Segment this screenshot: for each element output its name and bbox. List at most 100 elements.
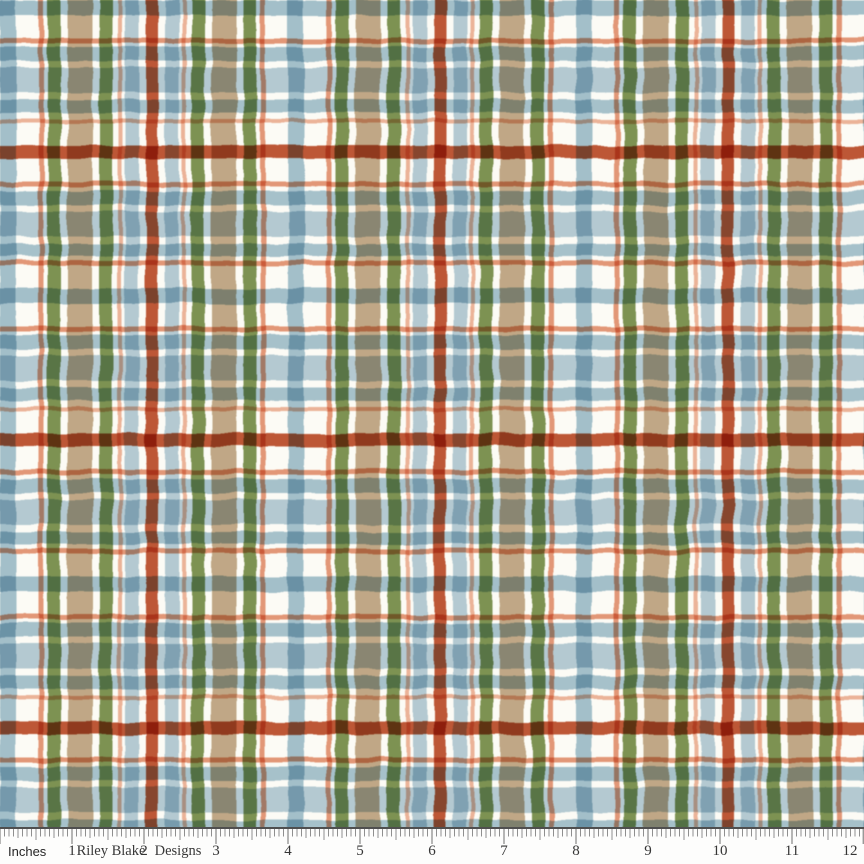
sub-tick [62, 829, 64, 837]
warp-red-stripe [434, 0, 446, 827]
sub-tick [58, 829, 59, 837]
warp-tan-band [211, 0, 237, 827]
weft-wide-blue-band [0, 211, 864, 237]
sub-tick [233, 829, 235, 838]
weft-wide-blue-band [0, 787, 864, 813]
sub-tick [854, 829, 856, 837]
sub-tick [67, 829, 68, 837]
warp-green-stripe [191, 0, 205, 827]
sub-tick [49, 829, 50, 837]
ruler-number-6: 6 [428, 843, 436, 859]
sub-tick [548, 829, 550, 837]
sub-tick [116, 829, 118, 837]
ruler-number-2: 2 [140, 843, 148, 859]
sub-tick [539, 829, 541, 840]
sub-tick [341, 829, 343, 838]
sub-tick [841, 829, 842, 837]
sub-tick [742, 829, 743, 837]
sub-tick [112, 829, 113, 837]
sub-tick [418, 829, 419, 837]
sub-tick [836, 829, 838, 837]
sub-tick [197, 829, 199, 838]
sub-tick [157, 829, 158, 837]
sub-tick [809, 829, 811, 838]
warp-tan-band [787, 0, 813, 827]
sub-tick [814, 829, 815, 837]
warp-green-stripe [819, 0, 833, 827]
printed-inch-ruler: Inches Riley Blake Designs 1 2 3 4 5 6 7 8 9 10 11… [0, 827, 864, 864]
sub-tick [323, 829, 325, 840]
sub-tick [733, 829, 734, 837]
warp-salmon-pinline [836, 0, 842, 827]
sub-tick [476, 829, 478, 837]
sub-tick [490, 829, 491, 837]
sub-tick [764, 829, 766, 837]
sub-tick [310, 829, 311, 837]
warp-green-stripe [243, 0, 257, 827]
weft-wide-blue-band [0, 499, 864, 525]
sub-tick [256, 829, 257, 837]
inch-tick [0, 829, 1, 844]
sub-tick [467, 829, 469, 840]
sub-tick [332, 829, 334, 837]
sub-tick [220, 829, 221, 837]
sub-tick [512, 829, 514, 837]
sub-tick [616, 829, 617, 837]
sub-tick [494, 829, 496, 837]
sub-tick [26, 829, 28, 837]
inch-tick [431, 829, 433, 844]
warp-blue-flank-stripe [741, 0, 755, 827]
sub-tick [175, 829, 176, 837]
warp-blue-anchor-stripe [0, 0, 16, 827]
sub-tick [710, 829, 712, 837]
warp-salmon-pinline [758, 0, 762, 827]
sub-tick [17, 829, 19, 838]
weft-salmon-pinline [0, 757, 864, 763]
sub-tick [737, 829, 739, 838]
sub-tick [337, 829, 338, 837]
sub-tick [661, 829, 662, 837]
sub-tick [818, 829, 820, 837]
vertical-stripes-layer [0, 0, 842, 827]
weft-wide-blue-band [0, 643, 864, 669]
sub-tick [202, 829, 203, 837]
sub-tick [193, 829, 194, 837]
warp-salmon-pinline [326, 0, 332, 827]
sub-tick [319, 829, 320, 837]
sub-tick [805, 829, 806, 837]
warp-blue-flank-stripe [701, 0, 715, 827]
warp-blue-flank-stripe [413, 0, 427, 827]
sub-tick [103, 829, 104, 837]
sub-tick [314, 829, 316, 837]
sub-tick [629, 829, 631, 838]
warp-salmon-pinline [260, 0, 266, 827]
warp-tan-band [67, 0, 93, 827]
sub-tick [31, 829, 32, 837]
weft-salmon-pinline [0, 469, 864, 475]
ruler-number-9: 9 [644, 843, 652, 859]
sub-tick [94, 829, 95, 837]
warp-salmon-pinline [470, 0, 474, 827]
sub-tick [184, 829, 185, 837]
sub-tick [850, 829, 851, 837]
warp-tan-band [499, 0, 525, 827]
warp-salmon-pinline [118, 0, 122, 827]
sub-tick [485, 829, 487, 838]
sub-tick [458, 829, 460, 837]
sub-tick [292, 829, 293, 837]
brand-text-riley-blake: Riley Blake [76, 843, 146, 859]
sub-tick [580, 829, 581, 837]
sub-tick [44, 829, 46, 837]
sub-tick [589, 829, 590, 837]
warp-blue-flank-stripe [125, 0, 139, 827]
sub-tick [427, 829, 428, 837]
inch-tick [719, 829, 721, 844]
sub-tick [278, 829, 280, 837]
sub-tick [107, 829, 109, 840]
sub-tick [422, 829, 424, 837]
warp-green-stripe [623, 0, 637, 827]
sub-tick [571, 829, 572, 837]
sub-tick [296, 829, 298, 837]
sub-tick [251, 829, 253, 840]
